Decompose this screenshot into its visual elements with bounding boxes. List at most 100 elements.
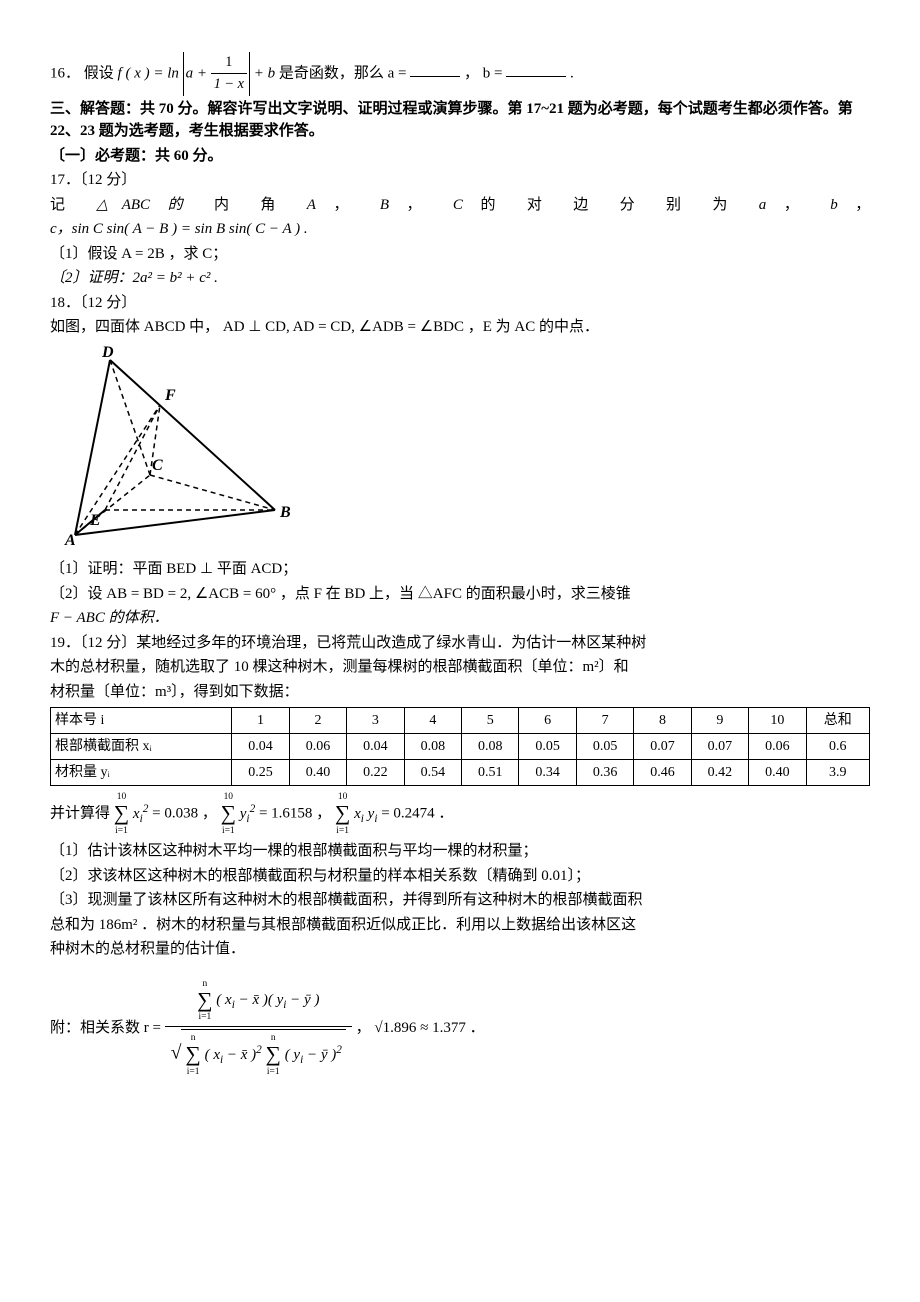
text: 假设	[84, 65, 118, 81]
t: 为	[712, 197, 741, 213]
table-row-header: 样本号 i 1 2 3 4 5 6 7 8 9 10 总和	[51, 708, 870, 734]
text-after: 是奇函数，那么 a =	[279, 65, 410, 81]
td: 0.04	[347, 734, 404, 760]
th: 5	[462, 708, 519, 734]
t: ，	[333, 197, 362, 213]
t: C	[453, 197, 463, 213]
sum-y2-val: = 1.6158	[259, 806, 312, 822]
th: 10	[749, 708, 806, 734]
abs-expr: a + 1 1 − x	[183, 52, 250, 96]
appendix-prefix: 附：相关系数 r =	[50, 1020, 161, 1036]
q16-label: 16．	[50, 65, 80, 81]
frac-den: 1 − x	[211, 74, 247, 95]
q19-p2: 〔2〕求该林区这种树木的根部横截面积与材积量的样本相关系数〔精确到 0.01〕；	[50, 865, 870, 888]
q17-num: 17．〔12 分〕	[50, 169, 870, 192]
table-row-y: 材积量 yᵢ 0.25 0.40 0.22 0.54 0.51 0.34 0.3…	[51, 760, 870, 786]
blank-b[interactable]	[506, 61, 566, 77]
abs-a: a +	[186, 65, 207, 81]
t: 的	[481, 197, 510, 213]
td: 0.05	[519, 734, 576, 760]
section-3-sub: 〔一〕必考题：共 60 分。	[50, 145, 870, 168]
td: 0.40	[749, 760, 806, 786]
label-B: B	[279, 504, 291, 521]
section-3-heading: 三、解答题：共 70 分。解容许写出文字说明、证明过程或演算步骤。第 17~21…	[50, 98, 870, 143]
blank-a[interactable]	[410, 61, 460, 77]
q19-intro2: 木的总材积量，随机选取了 10 棵这种树木，测量每棵树的根部横截面积〔单位：m²…	[50, 656, 870, 679]
t: b	[830, 197, 838, 213]
fraction: 1 1 − x	[211, 52, 247, 96]
t: a	[759, 197, 767, 213]
td: 0.42	[691, 760, 748, 786]
td-label: 根部横截面积 xᵢ	[51, 734, 232, 760]
q18-p2b: F − ABC 的体积．	[50, 607, 870, 630]
t: ，	[855, 197, 870, 213]
td: 0.05	[576, 734, 633, 760]
q19-appendix: 附：相关系数 r = n∑i=1 ( xi − x̄ )( yi − ȳ ) √…	[50, 975, 870, 1083]
q18-figure: A B C D E F	[50, 345, 870, 553]
table-row-x: 根部横截面积 xᵢ 0.04 0.06 0.04 0.08 0.08 0.05 …	[51, 734, 870, 760]
plus-b: + b	[254, 65, 275, 81]
q18-p2: 〔2〕设 AB = BD = 2, ∠ACB = 60° ，点 F 在 BD 上…	[50, 583, 870, 606]
sum-x2-val: = 0.038	[152, 806, 198, 822]
th: 1	[232, 708, 289, 734]
td: 0.06	[749, 734, 806, 760]
td: 0.51	[462, 760, 519, 786]
q18-intro: 如图，四面体 ABCD 中， AD ⊥ CD, AD = CD, ∠ADB = …	[50, 316, 870, 339]
t: ，	[784, 197, 813, 213]
th: 9	[691, 708, 748, 734]
label-D: D	[101, 345, 114, 361]
q19-num: 19．〔12 分〕	[50, 635, 136, 651]
question-16: 16． 假设 f ( x ) = ln a + 1 1 − x + b 是奇函数…	[50, 52, 870, 96]
th: 样本号 i	[51, 708, 232, 734]
td: 0.46	[634, 760, 691, 786]
th: 7	[576, 708, 633, 734]
sum-y2-expr: yi2	[240, 806, 255, 822]
q19-p1: 〔1〕估计该林区这种树木平均一棵的根部横截面积与平均一棵的材积量；	[50, 840, 870, 863]
td: 0.08	[462, 734, 519, 760]
t: △ABC 的	[96, 197, 196, 213]
appendix-suffix: ， √1.896 ≈ 1.377 ．	[356, 1020, 485, 1036]
sum-y2: 10∑i=1	[221, 790, 236, 838]
th: 6	[519, 708, 576, 734]
td: 0.04	[232, 734, 289, 760]
t: 边	[573, 197, 602, 213]
q18-num: 18．〔12 分〕	[50, 292, 870, 315]
td: 3.9	[806, 760, 869, 786]
q19-p3a: 〔3〕现测量了该林区所有这种树木的根部横截面积，并得到所有这种树木的根部横截面积	[50, 889, 870, 912]
q19-intro3: 材积量〔单位：m³〕，得到如下数据：	[50, 681, 870, 704]
t: 对	[527, 197, 556, 213]
label-E: E	[89, 512, 101, 529]
q19-table: 样本号 i 1 2 3 4 5 6 7 8 9 10 总和 根部横截面积 xᵢ …	[50, 707, 870, 786]
t: 角	[260, 197, 289, 213]
t: 分	[620, 197, 649, 213]
td: 0.07	[691, 734, 748, 760]
comma: ，	[464, 65, 479, 81]
td: 0.22	[347, 760, 404, 786]
label-C: C	[152, 457, 163, 474]
t: A	[307, 197, 316, 213]
sum-x2-expr: xi2	[133, 806, 148, 822]
sum-xy-expr: xi yi	[354, 806, 377, 822]
th: 4	[404, 708, 461, 734]
t: ，	[407, 197, 436, 213]
td: 0.07	[634, 734, 691, 760]
td-label: 材积量 yᵢ	[51, 760, 232, 786]
sum-xy-val: = 0.2474	[381, 806, 434, 822]
th: 2	[289, 708, 346, 734]
q19-intro1: 某地经过多年的环境治理，已将荒山改造成了绿水青山．为估计一林区某种树	[136, 635, 646, 651]
t: B	[380, 197, 389, 213]
td: 0.25	[232, 760, 289, 786]
label-F: F	[164, 387, 176, 404]
q17-p1: 〔1〕假设 A = 2B ，求 C；	[50, 243, 870, 266]
q17-line2: c，sin C sin( A − B ) = sin B sin( C − A …	[50, 218, 870, 241]
q17-p2: 〔2〕证明：2a² = b² + c² .	[50, 267, 870, 290]
calc-prefix: 并计算得	[50, 806, 110, 822]
td: 0.36	[576, 760, 633, 786]
q19-line1: 19．〔12 分〕某地经过多年的环境治理，已将荒山改造成了绿水青山．为估计一林区…	[50, 632, 870, 655]
q17-line1: 记 △ABC 的 内 角 A ， B ， C 的 对 边 分 别 为 a ， b…	[50, 194, 870, 217]
label-A: A	[64, 532, 76, 545]
th: 3	[347, 708, 404, 734]
th: 总和	[806, 708, 869, 734]
q19-p3c: 种树木的总材积量的估计值．	[50, 938, 870, 961]
func: f ( x ) = ln	[118, 65, 179, 81]
